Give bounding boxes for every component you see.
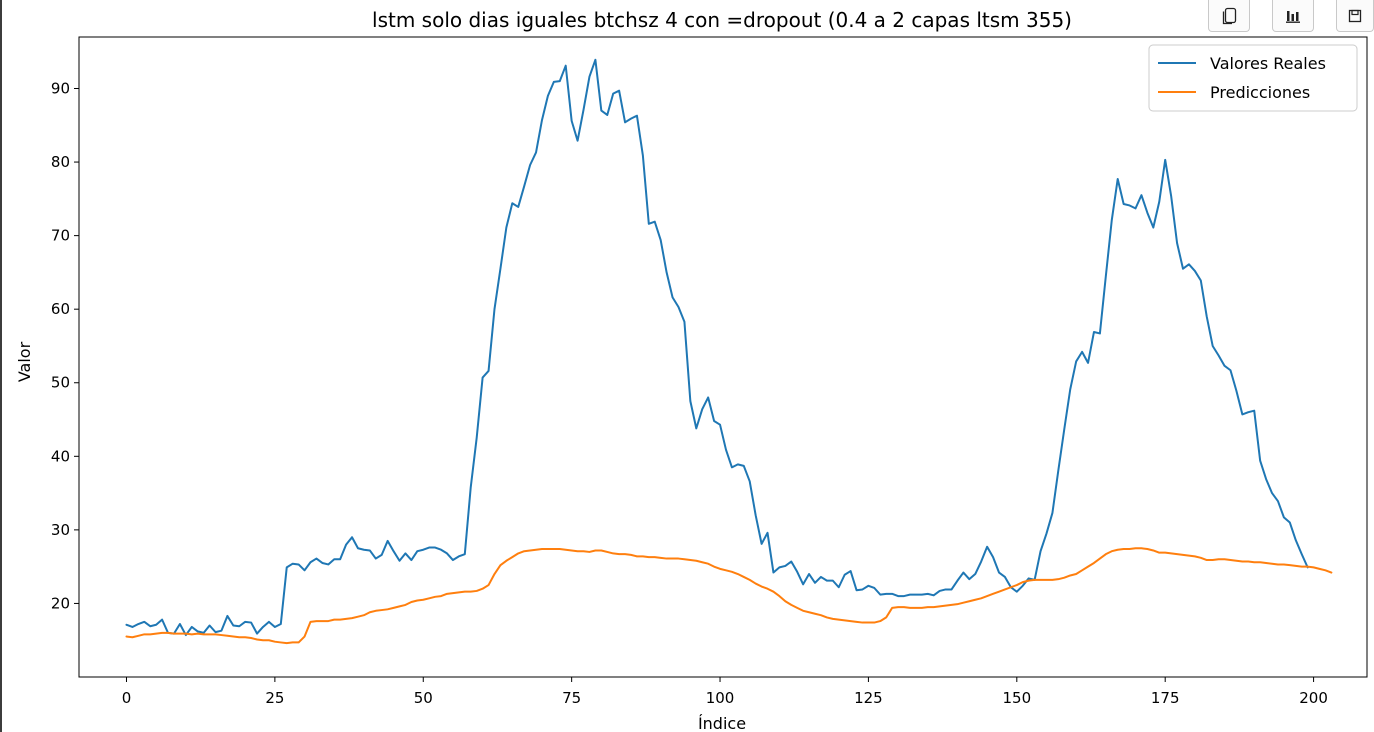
y-tick-label: 30	[51, 521, 70, 539]
series-line-valores-reales	[125, 58, 1309, 637]
y-tick-label: 20	[51, 594, 70, 612]
x-tick-label: 150	[1002, 689, 1031, 707]
copy-button[interactable]	[1208, 0, 1250, 32]
x-tick-label: 125	[854, 689, 883, 707]
legend-box	[1148, 44, 1358, 112]
bar-chart-icon	[1286, 10, 1300, 23]
x-tick-label: 100	[706, 689, 735, 707]
plot-area	[78, 36, 1368, 678]
x-tick-label: 175	[1151, 689, 1180, 707]
y-tick-label: 40	[51, 447, 70, 465]
x-tick-label: 25	[265, 689, 284, 707]
chart-title: lstm solo dias iguales btchsz 4 con =dro…	[372, 8, 1072, 32]
copy-icon	[1222, 7, 1237, 24]
window-left-border	[0, 0, 2, 732]
y-axis: 20 30 40 50 60 70 80 90	[51, 79, 79, 612]
x-tick-label: 75	[562, 689, 581, 707]
series-layer	[125, 58, 1333, 645]
series-line-predicciones	[125, 547, 1333, 645]
legend: Valores Reales Predicciones	[1148, 44, 1358, 112]
save-button[interactable]	[1336, 0, 1374, 32]
legend-label: Predicciones	[1210, 83, 1310, 102]
chart-button[interactable]	[1272, 0, 1314, 32]
y-tick-label: 60	[51, 300, 70, 318]
x-tick-label: 50	[414, 689, 433, 707]
save-icon	[1348, 9, 1362, 22]
plot-toolbar	[1208, 0, 1374, 36]
y-tick-label: 90	[51, 79, 70, 97]
y-tick-label: 70	[51, 227, 70, 245]
x-tick-label: 200	[1299, 689, 1328, 707]
y-axis-label: Valor	[15, 341, 34, 382]
legend-label: Valores Reales	[1210, 54, 1326, 73]
x-axis: 0 25 50 75 100 125 150 175 200	[122, 677, 1328, 707]
x-tick-label: 0	[122, 689, 132, 707]
x-axis-label: Índice	[698, 714, 746, 732]
y-tick-label: 50	[51, 374, 70, 392]
y-tick-label: 80	[51, 153, 70, 171]
